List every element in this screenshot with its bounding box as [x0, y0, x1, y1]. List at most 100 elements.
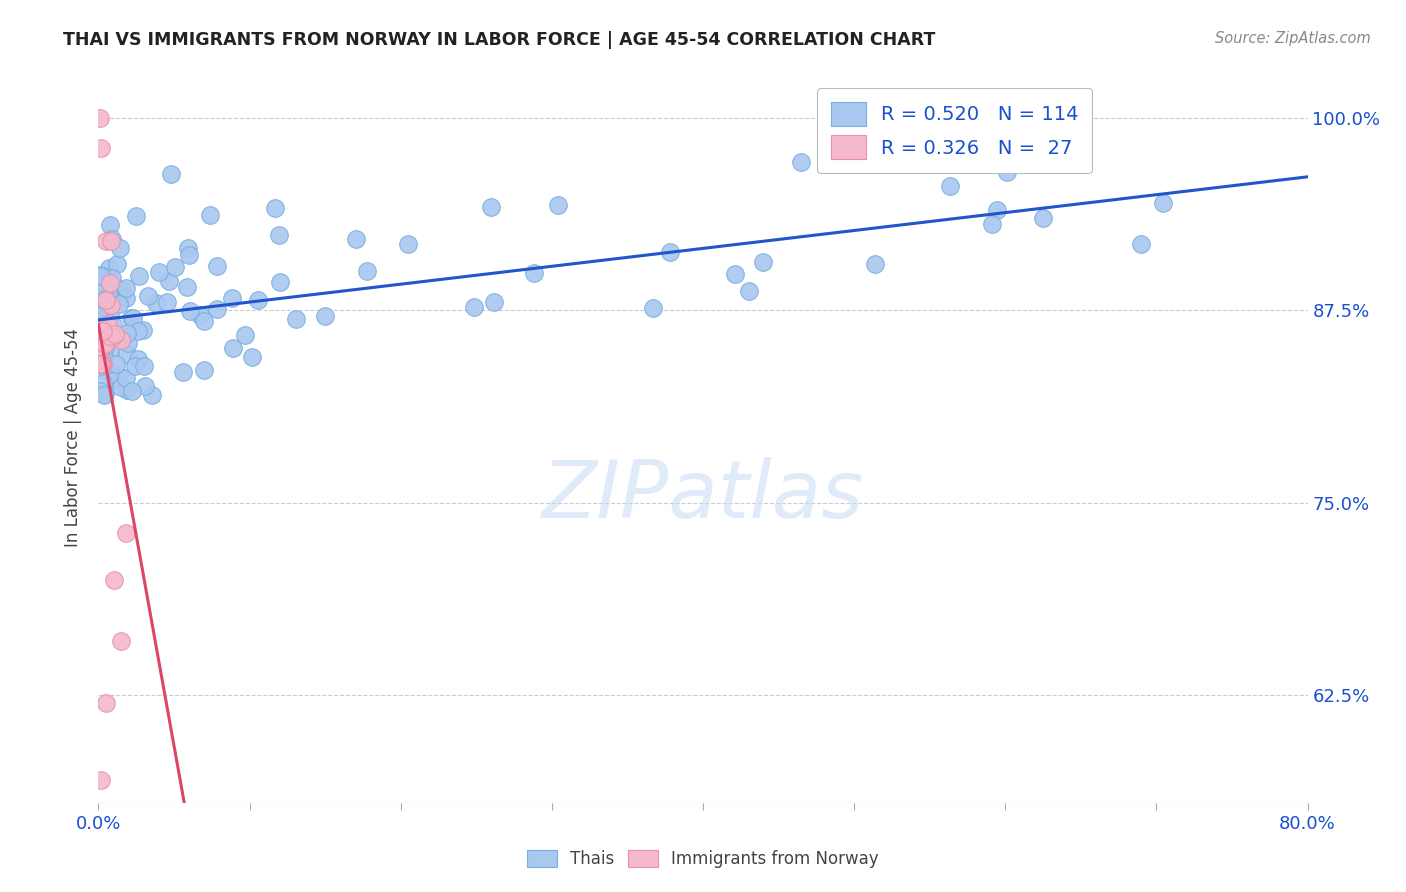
Point [91, 291, 114, 305]
Point [98, 218, 121, 232]
Point [94, 302, 117, 317]
Point [94, 336, 117, 351]
Point [939, 178, 962, 193]
Point [179, 248, 201, 262]
Point [285, 311, 308, 326]
Point [995, 164, 1018, 178]
Point [115, 370, 138, 384]
Point [94, 340, 117, 354]
Point [107, 296, 129, 310]
Point [110, 288, 132, 302]
Point [91, 376, 114, 390]
Point [89, 111, 111, 125]
Point [94, 336, 117, 351]
Point [115, 347, 138, 361]
Point [96, 293, 118, 308]
Point [94, 696, 117, 710]
Point [98, 343, 121, 357]
Point [114, 291, 136, 305]
Text: Source: ZipAtlas.com: Source: ZipAtlas.com [1215, 31, 1371, 46]
Point [124, 209, 146, 223]
Point [240, 350, 263, 364]
Point [221, 341, 243, 355]
Point [165, 260, 187, 274]
Point [752, 255, 775, 269]
Point [104, 326, 127, 341]
Point [98, 321, 121, 335]
Point [93, 388, 115, 402]
Point [115, 383, 138, 397]
Point [110, 379, 132, 393]
Point [89, 343, 111, 357]
Point [98, 277, 121, 291]
Point [89, 301, 111, 316]
Point [193, 363, 215, 377]
Point [97, 260, 120, 275]
Point [122, 311, 145, 326]
Point [132, 359, 155, 373]
Point [1152, 195, 1174, 210]
Point [104, 357, 127, 371]
Point [863, 257, 886, 271]
Point [98, 289, 121, 303]
Point [108, 369, 131, 384]
Point [98, 307, 121, 321]
Point [89, 321, 111, 335]
Point [89, 333, 111, 347]
Point [93, 351, 115, 365]
Y-axis label: In Labor Force | Age 45-54: In Labor Force | Age 45-54 [65, 327, 83, 547]
Point [90, 141, 112, 155]
Point [179, 304, 201, 318]
Point [172, 366, 194, 380]
Point [1032, 211, 1054, 226]
Point [115, 281, 138, 295]
Point [94, 234, 117, 248]
Point [356, 264, 378, 278]
Point [205, 301, 228, 316]
Point [93, 293, 115, 307]
Point [188, 308, 211, 322]
Point [100, 298, 122, 312]
Point [790, 155, 813, 169]
Point [484, 294, 506, 309]
Point [396, 236, 419, 251]
Point [344, 232, 367, 246]
Point [986, 202, 1008, 217]
Point [101, 271, 124, 285]
Point [89, 344, 111, 359]
Point [89, 384, 111, 398]
Point [101, 329, 124, 343]
Point [724, 268, 747, 282]
Point [267, 228, 290, 243]
Point [101, 318, 124, 332]
Point [658, 244, 681, 259]
Point [269, 276, 291, 290]
Point [94, 318, 117, 332]
Legend: Thais, Immigrants from Norway: Thais, Immigrants from Norway [520, 843, 886, 875]
Point [121, 384, 143, 398]
Point [148, 265, 170, 279]
Point [127, 324, 149, 338]
Point [128, 268, 150, 283]
Point [91, 357, 114, 371]
Point [463, 300, 485, 314]
Point [314, 310, 336, 324]
Point [547, 198, 569, 212]
Point [90, 357, 112, 371]
Point [641, 301, 664, 315]
Point [98, 329, 121, 343]
Point [141, 388, 163, 402]
Point [89, 340, 111, 354]
Point [738, 285, 761, 299]
Point [90, 357, 112, 371]
Point [117, 336, 139, 351]
Point [155, 295, 177, 310]
Point [193, 313, 215, 327]
Point [263, 201, 285, 215]
Point [110, 241, 132, 255]
Point [110, 333, 132, 347]
Point [198, 208, 221, 222]
Point [157, 274, 180, 288]
Point [247, 293, 270, 307]
Point [110, 634, 132, 648]
